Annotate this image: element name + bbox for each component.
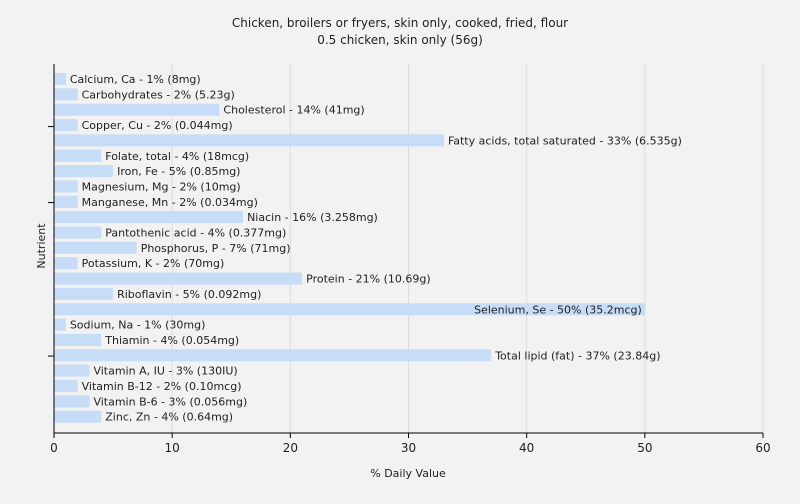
bar-label: Thiamin - 4% (0.054mg) xyxy=(104,334,239,347)
x-tick-label: 40 xyxy=(519,441,534,455)
bar-label: Carbohydrates - 2% (5.23g) xyxy=(82,88,235,101)
bar xyxy=(54,88,78,101)
bar xyxy=(54,241,137,254)
bar-label: Pantothenic acid - 4% (0.377mg) xyxy=(105,227,286,240)
bar xyxy=(54,226,102,239)
bar xyxy=(54,287,114,300)
x-tick-label: 10 xyxy=(165,441,180,455)
bar-label: Manganese, Mn - 2% (0.034mg) xyxy=(82,196,258,209)
axes: 0 10 20 30 40 50 60 xyxy=(48,64,771,455)
bar-label: Total lipid (fat) - 37% (23.84g) xyxy=(494,349,660,362)
bar-label: Protein - 21% (10.69g) xyxy=(306,273,431,286)
bar-label: Copper, Cu - 2% (0.044mg) xyxy=(82,119,233,132)
bar-label: Riboflavin - 5% (0.092mg) xyxy=(117,288,261,301)
bar xyxy=(54,303,645,316)
bar xyxy=(54,211,244,224)
bars xyxy=(54,73,645,423)
bar-label: Sodium, Na - 1% (30mg) xyxy=(70,319,206,332)
bar xyxy=(54,380,78,392)
bar xyxy=(54,180,78,193)
x-tick-label: 50 xyxy=(637,441,652,455)
x-tick-label: 0 xyxy=(50,441,58,455)
bar xyxy=(54,119,78,132)
bar-label: Potassium, K - 2% (70mg) xyxy=(82,257,225,270)
bar xyxy=(54,318,66,331)
bar-label: Cholesterol - 14% (41mg) xyxy=(223,104,364,117)
bar xyxy=(54,149,102,162)
bar xyxy=(54,195,78,208)
bar-label: Iron, Fe - 5% (0.85mg) xyxy=(117,165,240,178)
bar xyxy=(54,103,220,116)
bar xyxy=(54,165,114,178)
bar-label: Vitamin B-6 - 3% (0.056mg) xyxy=(93,395,247,408)
bar-label: Calcium, Ca - 1% (8mg) xyxy=(70,73,201,86)
bar xyxy=(54,410,102,423)
x-axis-label: % Daily Value xyxy=(370,467,446,480)
bar xyxy=(54,272,303,285)
grid-lines xyxy=(171,64,764,433)
x-tick-label: 60 xyxy=(755,441,770,455)
bar-labels: Calcium, Ca - 1% (8mg) Carbohydrates - 2%… xyxy=(70,73,682,424)
y-axis-label: Nutrient xyxy=(35,223,48,269)
bar-label: Vitamin A, IU - 3% (130IU) xyxy=(93,365,237,378)
bar xyxy=(54,395,90,408)
chart-title: Chicken, broilers or fryers, skin only, … xyxy=(232,16,568,30)
x-tick-label: 20 xyxy=(283,441,298,455)
bar-label: Fatty acids, total saturated - 33% (6.53… xyxy=(448,134,682,147)
bar xyxy=(54,73,66,85)
bar xyxy=(54,134,444,147)
bar-label: Zinc, Zn - 4% (0.64mg) xyxy=(105,411,233,424)
bar xyxy=(54,333,102,346)
bar xyxy=(54,349,492,362)
bar xyxy=(54,257,78,270)
bar xyxy=(54,364,90,377)
x-tick-label: 30 xyxy=(401,441,416,455)
chart-subtitle: 0.5 chicken, skin only (56g) xyxy=(317,33,483,47)
bar-label: Niacin - 16% (3.258mg) xyxy=(247,211,378,224)
bar-label: Vitamin B-12 - 2% (0.10mcg) xyxy=(82,380,242,393)
bar-label: Folate, total - 4% (18mcg) xyxy=(105,150,249,163)
bar-label: Phosphorus, P - 7% (71mg) xyxy=(141,242,291,255)
bar-label: Selenium, Se - 50% (35.2mcg) xyxy=(474,303,642,316)
bar-label: Magnesium, Mg - 2% (10mg) xyxy=(82,180,241,193)
